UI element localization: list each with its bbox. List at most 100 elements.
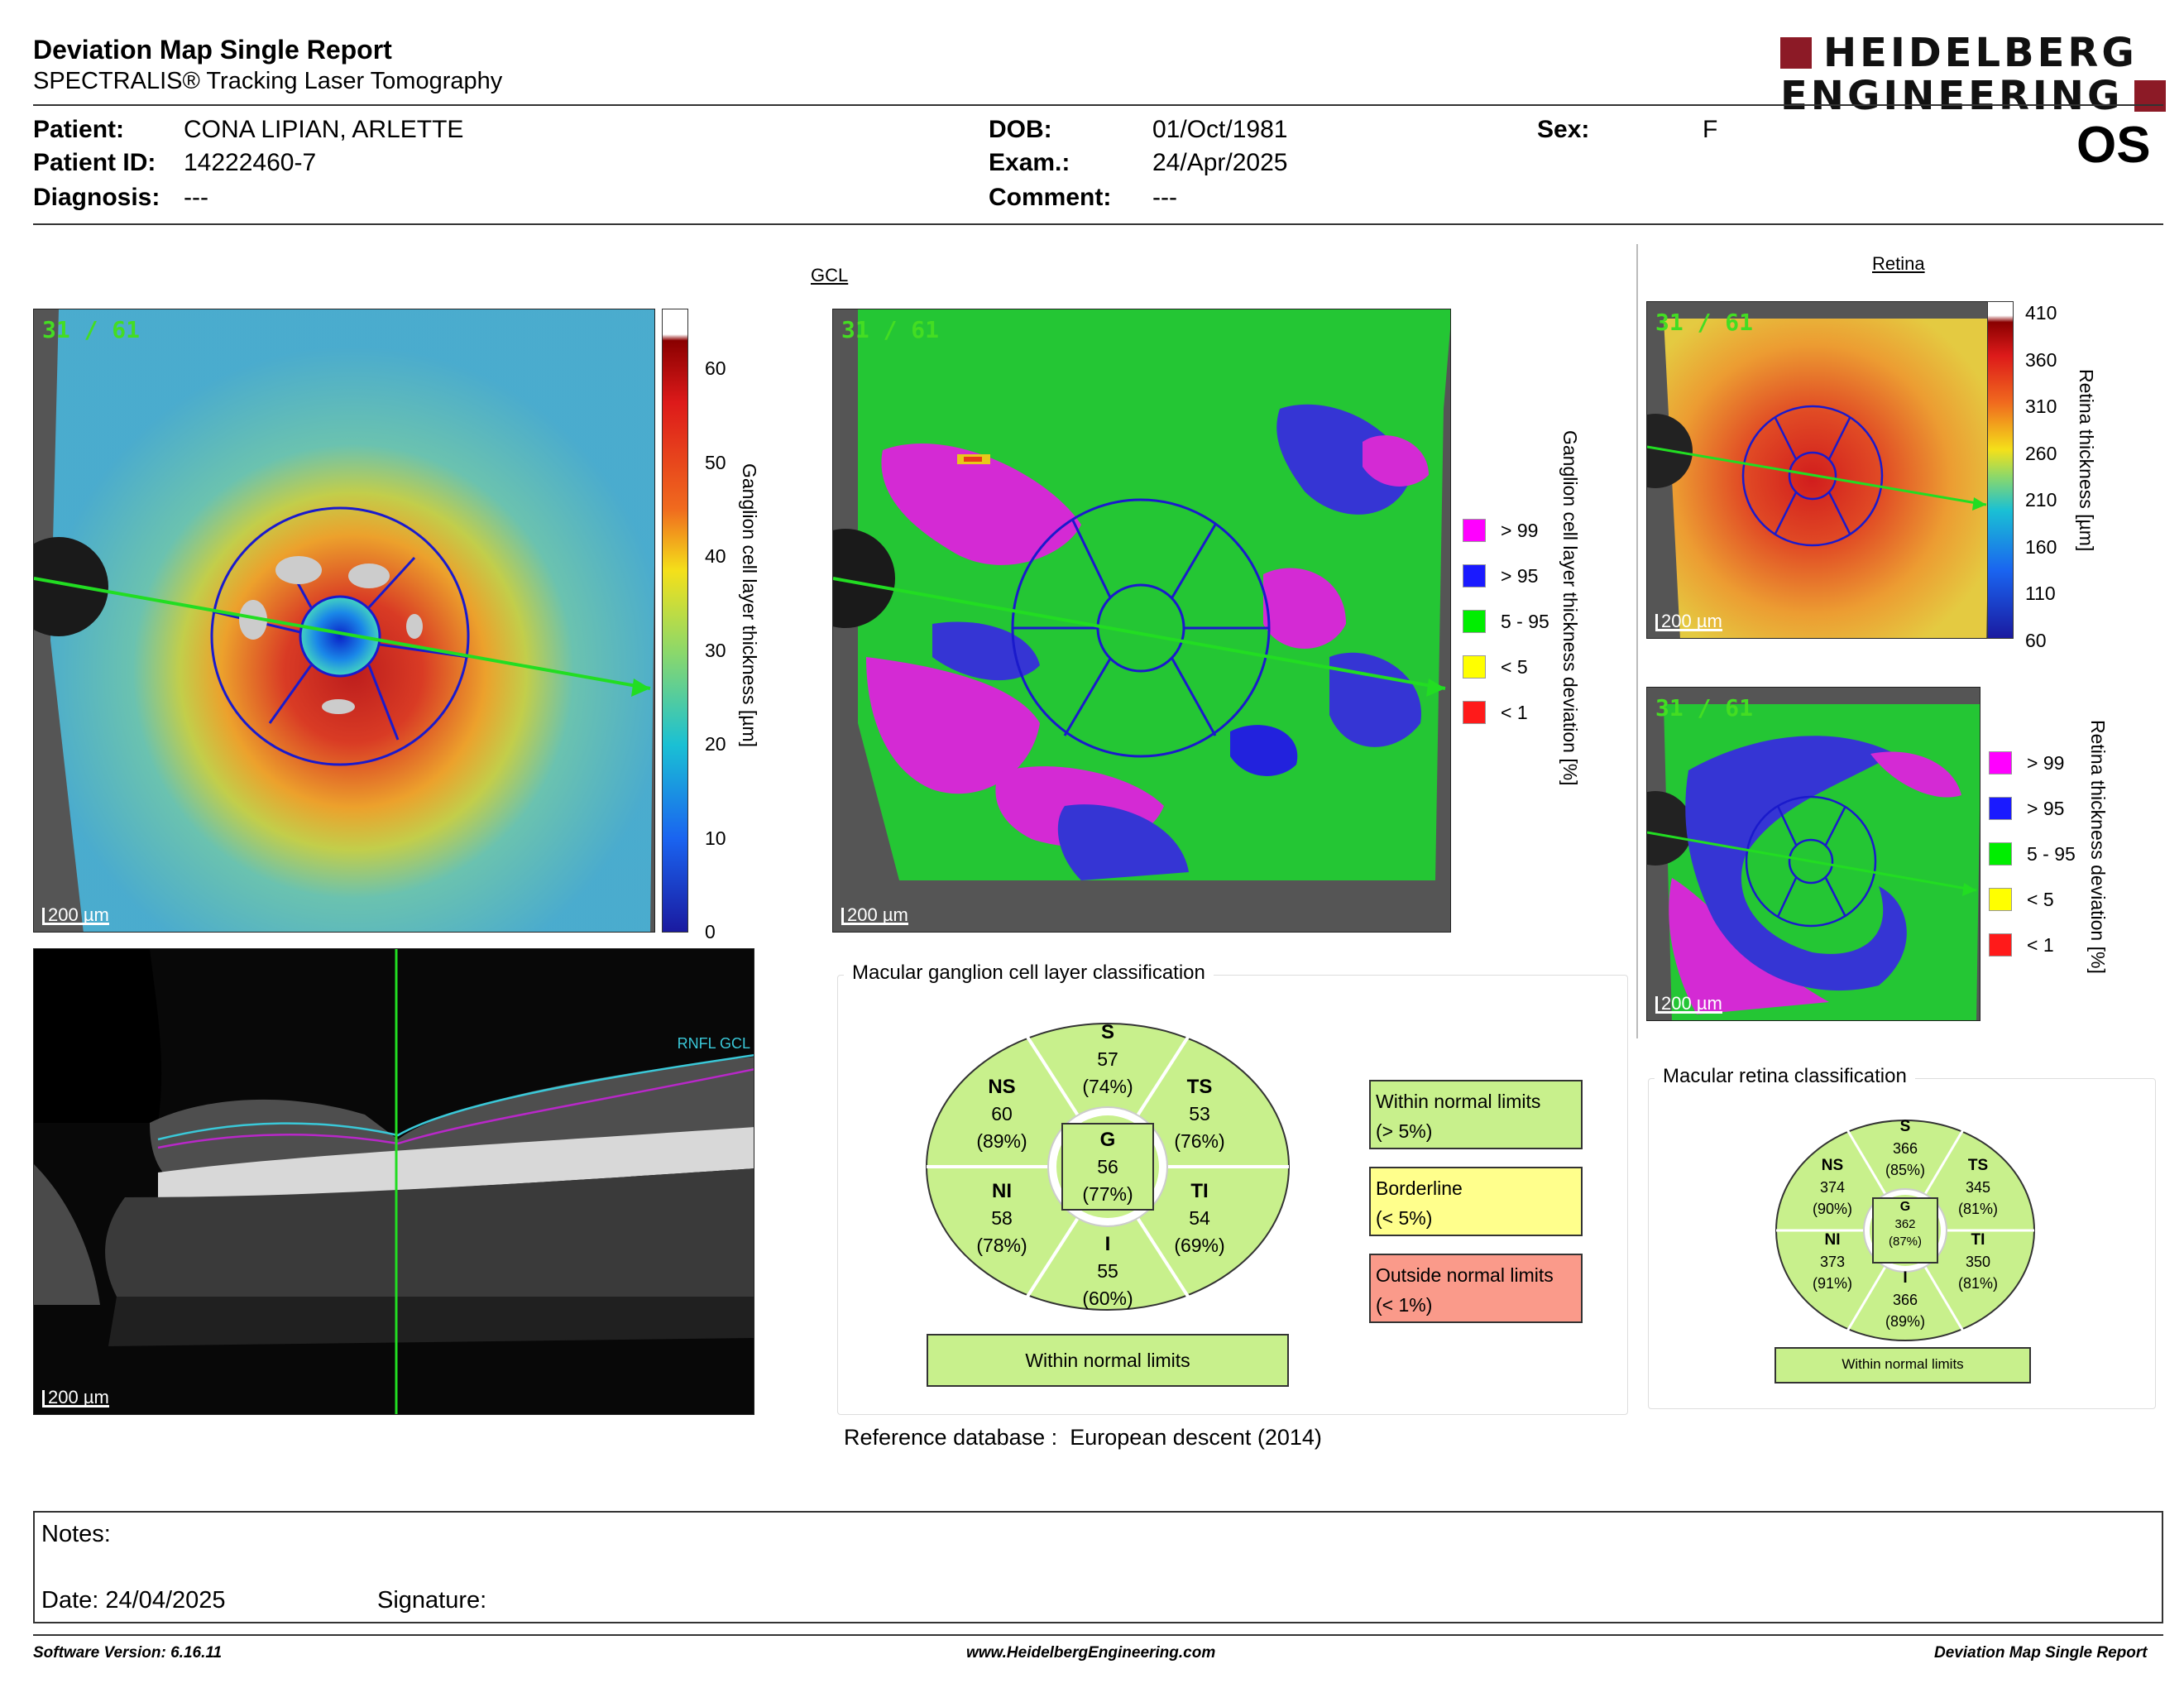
report-title: Deviation Map Single Report bbox=[33, 35, 392, 65]
patient-id-label: Patient ID: bbox=[33, 149, 156, 176]
gcl-deviation-map: 31 / 61 200 µm bbox=[832, 309, 1451, 933]
gcl-sector-g: G 56 (77%) bbox=[1082, 1129, 1133, 1205]
gcl-thickness-map: 31 / 61 200 µm bbox=[33, 309, 655, 933]
class-legend-within: Within normal limits (> 5%) bbox=[1369, 1080, 1583, 1149]
gcl-deviation-legend-swatch bbox=[1463, 610, 1486, 633]
gcl-section-title: GCL bbox=[811, 265, 849, 285]
retina-thickness-tick: 410 bbox=[2025, 302, 2057, 324]
sex-value: F bbox=[1703, 116, 1718, 143]
retina-thickness-tick: 360 bbox=[2025, 348, 2057, 371]
date-label: Date: 24/04/2025 bbox=[41, 1587, 226, 1614]
retina-sector-i: I 366 (89%) bbox=[1885, 1269, 1925, 1330]
logo-line-1: HEIDELBERG bbox=[1823, 30, 2138, 76]
retina-sector-chart: S 366 (85%) TS 345 (81%) TI 350 (81%) I 366 (89%… bbox=[1774, 1118, 2036, 1342]
retina-thickness-tick: 310 bbox=[2025, 396, 2057, 417]
gcl-classification-panel bbox=[837, 975, 1628, 1415]
retina-deviation-legend-label: < 5 bbox=[2027, 888, 2054, 910]
retina-thickness-tick: 110 bbox=[2025, 583, 2056, 604]
gcl-deviation-legend-item: > 95 bbox=[1463, 564, 1538, 587]
notes-label: Notes: bbox=[41, 1521, 111, 1547]
reference-database: Reference database : European descent (2… bbox=[844, 1425, 1322, 1450]
gcl-thickness-axis-label: Ganglion cell layer thickness [µm] bbox=[739, 463, 760, 748]
gcl-thickness-tick: 30 bbox=[705, 639, 726, 661]
retina-overall-classification: Within normal limits bbox=[1774, 1347, 2031, 1383]
gcl-deviation-legend-swatch bbox=[1463, 519, 1486, 542]
retina-deviation-legend-label: > 95 bbox=[2027, 797, 2065, 819]
gcl-sector-s: S 57 (74%) bbox=[1082, 1021, 1133, 1097]
logo-line-2: ENGINEERING bbox=[1780, 73, 2124, 119]
header-rule bbox=[33, 104, 2163, 106]
gcl-sector-ns: NS 60 (89%) bbox=[976, 1076, 1027, 1152]
eye-indicator: OS bbox=[2076, 117, 2151, 174]
gcl-scale-bar: 200 µm bbox=[42, 906, 109, 925]
gcl-sector-ti: TI 54 (69%) bbox=[1174, 1180, 1225, 1256]
notes-box[interactable]: Notes: Date: 24/04/2025 Signature: bbox=[33, 1511, 2163, 1623]
gcl-dev-scan-index: 31 / 61 bbox=[841, 316, 940, 343]
gcl-thickness-tick: 60 bbox=[705, 357, 726, 379]
gcl-overall-classification: Within normal limits bbox=[927, 1334, 1289, 1387]
exam-label: Exam.: bbox=[989, 149, 1070, 176]
retina-deviation-legend-item: 5 - 95 bbox=[1989, 842, 2076, 866]
gcl-sector-chart: S 57 (74%) TS 53 (76%) TI 54 (69%) I 55 (60%) NI… bbox=[925, 1021, 1291, 1312]
company-logo: HEIDELBERG ENGINEERING bbox=[1780, 30, 2167, 119]
retina-thickness-tick: 260 bbox=[2025, 442, 2057, 464]
bscan-layer-tags: RNFL GCL bbox=[677, 1035, 750, 1052]
diagnosis-label: Diagnosis: bbox=[33, 184, 160, 211]
retina-deviation-legend-label: > 99 bbox=[2027, 751, 2065, 774]
retina-deviation-map: 31 / 61 200 µm bbox=[1646, 687, 1980, 1021]
oct-bscan-image: RNFL GCL 200 µm bbox=[33, 948, 754, 1415]
retina-classification-title: Macular retina classification bbox=[1655, 1065, 1915, 1088]
gcl-deviation-legend-label: < 5 bbox=[1501, 655, 1528, 678]
comment-value: --- bbox=[1152, 184, 1177, 211]
retina-sector-g: G 362 (87%) bbox=[1888, 1200, 1922, 1249]
retina-deviation-legend-swatch bbox=[1989, 751, 2012, 774]
bscan-scale-bar: 200 µm bbox=[42, 1388, 109, 1407]
gcl-deviation-axis-label: Ganglion cell layer thickness deviation … bbox=[1559, 430, 1581, 786]
footer-report-name: Deviation Map Single Report bbox=[1934, 1644, 2148, 1662]
website-link[interactable]: www.HeidelbergEngineering.com bbox=[966, 1644, 1216, 1662]
patient-rule bbox=[33, 223, 2163, 225]
gcl-sector-ts: TS 53 (76%) bbox=[1174, 1076, 1225, 1152]
footer-rule bbox=[33, 1634, 2163, 1636]
gcl-sector-i: I 55 (60%) bbox=[1082, 1233, 1133, 1309]
retina-deviation-legend-swatch bbox=[1989, 842, 2012, 866]
class-legend-outside: Outside normal limits (< 1%) bbox=[1369, 1254, 1583, 1323]
retina-sector-ns: NS 374 (90%) bbox=[1812, 1157, 1852, 1217]
retina-deviation-legend-item: > 95 bbox=[1989, 797, 2064, 820]
retina-thickness-tick: 160 bbox=[2025, 535, 2057, 558]
retina-deviation-legend-label: < 1 bbox=[2027, 933, 2054, 956]
retina-dev-scale-bar: 200 µm bbox=[1655, 995, 1722, 1014]
patient-label: Patient: bbox=[33, 116, 125, 143]
diagnosis-value: --- bbox=[184, 184, 208, 211]
gcl-thickness-tick: 0 bbox=[705, 921, 716, 942]
gcl-dev-scale-bar: 200 µm bbox=[841, 906, 908, 925]
gcl-sector-ni: NI 58 (78%) bbox=[976, 1180, 1027, 1256]
dob-label: DOB: bbox=[989, 116, 1052, 143]
gcl-deviation-legend-item: < 1 bbox=[1463, 701, 1528, 724]
retina-deviation-axis-label: Retina thickness deviation [%] bbox=[2087, 720, 2109, 974]
gcl-deviation-legend-swatch bbox=[1463, 701, 1486, 724]
gcl-thickness-tick: 50 bbox=[705, 451, 726, 473]
signature-label: Signature: bbox=[377, 1587, 487, 1614]
patient-name: CONA LIPIAN, ARLETTE bbox=[184, 116, 464, 143]
retina-deviation-legend-label: 5 - 95 bbox=[2027, 842, 2076, 865]
retina-thickness-tick: 60 bbox=[2025, 629, 2047, 651]
retina-thickness-tick: 210 bbox=[2025, 489, 2057, 511]
retina-thickness-colorbar bbox=[1987, 301, 2014, 639]
retina-deviation-legend-item: < 1 bbox=[1989, 933, 2054, 957]
gcl-thickness-colorbar bbox=[662, 309, 688, 933]
class-legend-borderline: Borderline (< 5%) bbox=[1369, 1167, 1583, 1236]
dob-value: 01/Oct/1981 bbox=[1152, 116, 1288, 143]
retina-deviation-legend-item: < 5 bbox=[1989, 888, 2054, 911]
patient-id: 14222460-7 bbox=[184, 149, 317, 176]
exam-date: 24/Apr/2025 bbox=[1152, 149, 1288, 176]
gcl-classification-title: Macular ganglion cell layer classificati… bbox=[844, 961, 1214, 985]
retina-sector-ts: TS 345 (81%) bbox=[1957, 1157, 1998, 1217]
retina-deviation-legend-swatch bbox=[1989, 797, 2012, 820]
comment-label: Comment: bbox=[989, 184, 1112, 211]
retina-sector-s: S 366 (85%) bbox=[1885, 1118, 1925, 1178]
gcl-deviation-legend-item: 5 - 95 bbox=[1463, 610, 1549, 633]
retina-sector-ni: NI 373 (91%) bbox=[1812, 1231, 1852, 1292]
retina-scan-index: 31 / 61 bbox=[1655, 309, 1754, 336]
retina-scale-bar: 200 µm bbox=[1655, 612, 1722, 631]
